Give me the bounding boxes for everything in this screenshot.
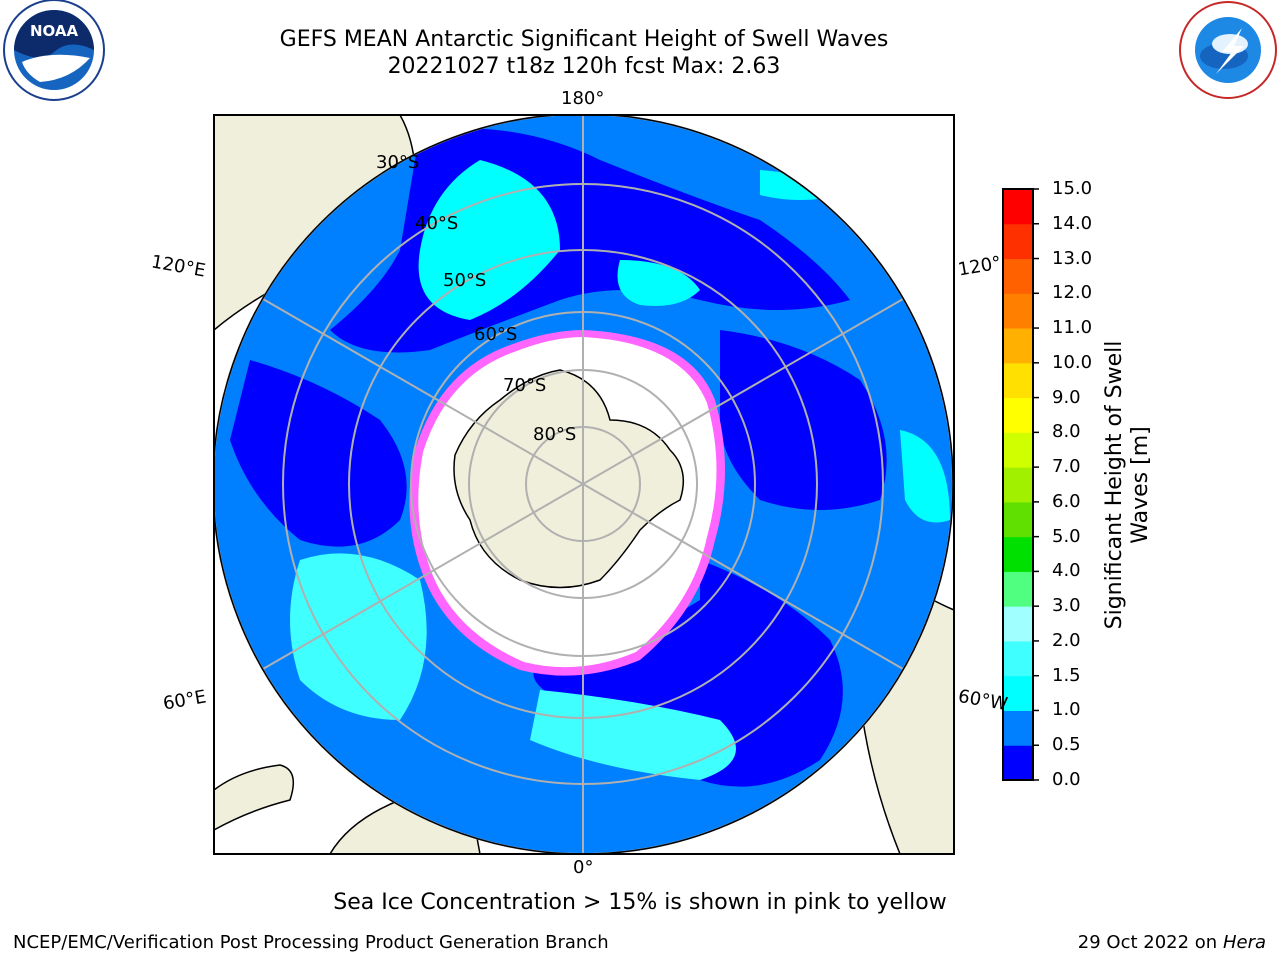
lon-label-180: 180°: [561, 88, 605, 109]
colorbar-tick-label: 1.5: [1052, 664, 1081, 686]
colorbar-tick-label: 0.5: [1052, 734, 1081, 756]
colorbar-tick-label: 15.0: [1052, 178, 1093, 199]
sea-ice-note: Sea Ice Concentration > 15% is shown in …: [333, 890, 947, 915]
colorbar-tick-label: 2.0: [1052, 629, 1081, 651]
colorbar-tick-label: 1.0: [1052, 699, 1081, 721]
colorbar-swatch: [1003, 258, 1033, 294]
colorbar-tick-label: 5.0: [1052, 525, 1081, 547]
chart-title: GEFS MEAN Antarctic Significant Height o…: [279, 27, 889, 52]
lat-label-50s: 50°S: [443, 270, 487, 291]
colorbar-swatch: [1003, 397, 1033, 433]
colorbar-tick-label: 7.0: [1052, 456, 1081, 478]
noaa-logo: NOAA: [3, 0, 105, 101]
colorbar-tick-label: 3.0: [1052, 595, 1081, 617]
colorbar-swatch: [1003, 328, 1033, 364]
colorbar: [1002, 188, 1039, 781]
colorbar-tick-label: 11.0: [1052, 317, 1093, 339]
colorbar-frame: [1002, 188, 1034, 781]
colorbar-tick-label: 13.0: [1052, 247, 1093, 269]
map-frame: [213, 114, 955, 855]
colorbar-swatch: [1003, 745, 1033, 781]
nws-logo: [1179, 1, 1277, 99]
colorbar-tick-label: 4.0: [1052, 560, 1081, 582]
lat-label-30s: 30°S: [376, 152, 420, 173]
colorbar-swatch: [1003, 467, 1033, 503]
colorbar-title: Significant Height of Swell Waves [m]: [1102, 340, 1153, 630]
colorbar-swatch: [1003, 432, 1033, 468]
credit-text: NCEP/EMC/Verification Post Processing Pr…: [13, 932, 609, 953]
colorbar-swatch: [1003, 606, 1033, 642]
date-text: 29 Oct 2022 on Hera: [1077, 932, 1266, 953]
lat-label-60s: 60°S: [474, 324, 518, 345]
colorbar-swatch: [1003, 571, 1033, 607]
colorbar-tick-label: 14.0: [1052, 212, 1093, 234]
colorbar-tick-label: 8.0: [1052, 421, 1081, 443]
colorbar-tick-label: 9.0: [1052, 386, 1081, 408]
colorbar-swatch: [1003, 536, 1033, 572]
noaa-logo-text: NOAA: [30, 22, 79, 40]
colorbar-swatch: [1003, 223, 1033, 260]
colorbar-swatch: [1003, 362, 1033, 399]
lat-label-70s: 70°S: [503, 375, 547, 396]
colorbar-tick-label: 10.0: [1052, 351, 1093, 373]
colorbar-tick-label: 0.0: [1052, 769, 1081, 790]
lat-label-40s: 40°S: [415, 213, 459, 234]
colorbar-swatch: [1003, 675, 1033, 711]
colorbar-swatch: [1003, 640, 1033, 677]
lat-label-80s: 80°S: [533, 424, 577, 445]
colorbar-tick-label: 12.0: [1052, 282, 1093, 304]
colorbar-swatch: [1003, 710, 1033, 746]
lon-label-0: 0°: [573, 857, 594, 878]
colorbar-swatch: [1003, 293, 1033, 329]
colorbar-swatch: [1003, 501, 1033, 538]
colorbar-swatch: [1003, 189, 1033, 225]
colorbar-tick-label: 6.0: [1052, 490, 1081, 512]
chart-subtitle: 20221027 t18z 120h fcst Max: 2.63: [387, 54, 781, 79]
